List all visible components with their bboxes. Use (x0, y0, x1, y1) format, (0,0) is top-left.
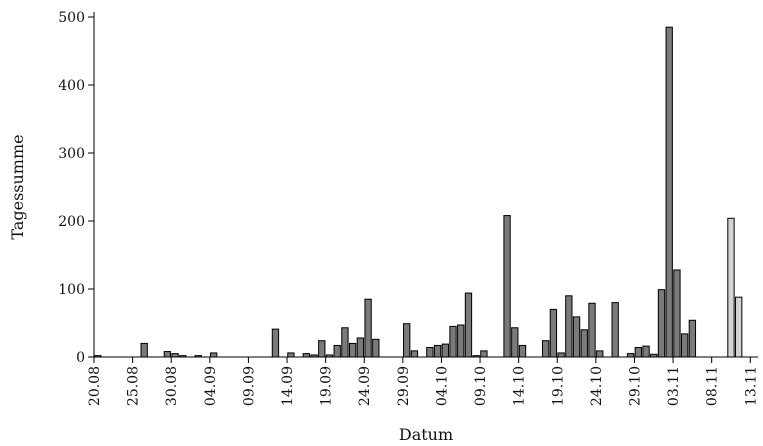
x-tick-label: 19.10 (550, 366, 566, 406)
bar (588, 302, 596, 358)
bar (665, 26, 673, 358)
bar (333, 344, 341, 358)
bar (634, 346, 642, 358)
bar (657, 289, 666, 358)
bar (163, 351, 172, 358)
bar (626, 353, 635, 358)
x-tick-label: 14.09 (280, 366, 296, 406)
bar (441, 343, 449, 358)
y-tick-label: 400 (58, 78, 85, 94)
y-tick-label: 500 (58, 10, 85, 26)
bar (210, 352, 218, 358)
x-tick-label: 29.10 (627, 366, 643, 406)
x-tick-label: 14.10 (512, 366, 528, 406)
x-tick-label: 29.09 (396, 366, 412, 406)
bar (287, 352, 295, 358)
bar (403, 323, 411, 358)
bar (557, 352, 565, 358)
bar (372, 338, 380, 358)
bar (318, 340, 326, 358)
bar (271, 328, 280, 358)
bar (518, 344, 527, 358)
bar (572, 316, 581, 358)
x-tick-label: 03.11 (666, 366, 682, 406)
bar (565, 295, 573, 358)
bar (580, 329, 588, 358)
bar (673, 269, 681, 358)
bar (302, 353, 310, 358)
bar (341, 327, 349, 358)
y-tick-label: 200 (58, 214, 85, 230)
bar (410, 350, 419, 358)
bar (727, 217, 735, 358)
y-tick-label: 300 (58, 146, 85, 162)
bar (364, 298, 372, 358)
bar (449, 325, 457, 358)
bar (596, 350, 604, 358)
y-tick-label: 100 (58, 282, 85, 298)
x-tick-label: 24.10 (589, 366, 605, 406)
x-tick-label: 30.08 (164, 366, 180, 406)
y-axis-title: Tagessumme (8, 134, 27, 239)
x-tick-label: 13.11 (743, 366, 759, 406)
bar (457, 324, 465, 358)
bar (688, 319, 697, 358)
bar (480, 350, 488, 358)
x-tick-label: 08.11 (705, 366, 721, 406)
bar (503, 215, 511, 358)
bar (356, 337, 365, 358)
x-tick-label: 20.08 (87, 366, 103, 406)
bar (642, 345, 650, 358)
x-tick-label: 04.09 (203, 366, 219, 406)
bar (348, 342, 357, 358)
bar (426, 346, 434, 358)
bar (680, 333, 689, 358)
bar (735, 296, 743, 358)
x-tick-label: 09.10 (473, 366, 489, 406)
x-axis-title: Datum (399, 425, 453, 444)
x-tick-label: 24.09 (357, 366, 373, 406)
bar (611, 302, 619, 358)
bar (542, 340, 550, 358)
bar (171, 353, 179, 358)
x-tick-label: 09.09 (241, 366, 257, 406)
x-tick-label: 25.08 (126, 366, 142, 406)
x-tick-label: 19.09 (319, 366, 335, 406)
axes-group: 0 100 200 300 400 500 20.08 25.08 30.08 04.09 09.0… (58, 10, 759, 406)
bar (549, 308, 558, 358)
bar (464, 292, 473, 358)
bar (433, 344, 442, 358)
bar (511, 327, 519, 358)
y-tick-label: 0 (76, 350, 85, 366)
bars-group (94, 26, 743, 358)
bar (140, 342, 148, 358)
x-tick-label: 04.10 (434, 366, 450, 406)
